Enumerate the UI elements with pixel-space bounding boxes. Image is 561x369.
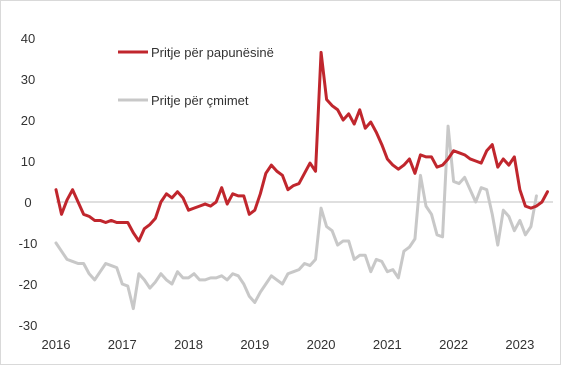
x-tick-label: 2017 xyxy=(108,337,137,352)
y-axis: 40 30 20 10 0 -10 -20 -30 xyxy=(19,31,553,333)
y-tick-label: -10 xyxy=(19,236,38,251)
series-line-2 xyxy=(54,124,538,311)
series-line-1 xyxy=(54,50,549,243)
y-tick-label: 0 xyxy=(24,195,31,210)
y-tick-label: -30 xyxy=(19,318,38,333)
legend-label: Pritje për çmimet xyxy=(151,93,249,108)
y-tick-label: 10 xyxy=(21,154,35,169)
x-tick-label: 2016 xyxy=(42,337,71,352)
legend: Pritje për papunësinë Pritje për çmimet xyxy=(118,45,274,108)
x-tick-label: 2022 xyxy=(439,337,468,352)
y-tick-label: 30 xyxy=(21,72,35,87)
x-axis: 2016 2017 2018 2019 2020 2021 2022 2023 xyxy=(42,337,535,352)
y-tick-label: -20 xyxy=(19,277,38,292)
x-tick-label: 2020 xyxy=(307,337,336,352)
x-tick-label: 2018 xyxy=(174,337,203,352)
series-lines xyxy=(54,50,549,311)
x-tick-label: 2019 xyxy=(240,337,269,352)
y-tick-label: 20 xyxy=(21,113,35,128)
x-tick-label: 2021 xyxy=(373,337,402,352)
legend-label: Pritje për papunësinë xyxy=(151,45,274,60)
x-tick-label: 2023 xyxy=(505,337,534,352)
y-tick-label: 40 xyxy=(21,31,35,46)
